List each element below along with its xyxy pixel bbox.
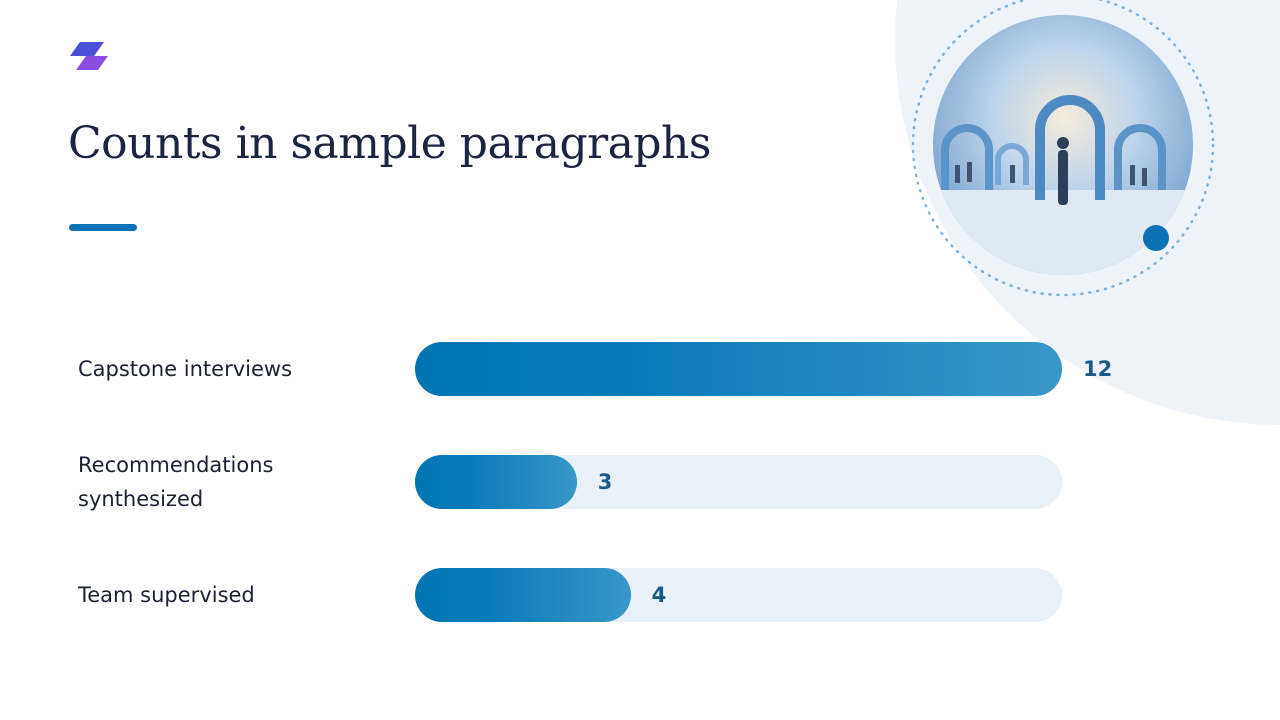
value-label: 3 — [597, 470, 613, 494]
dot — [1143, 225, 1169, 251]
dotted-ring — [911, 0, 1215, 297]
value-label: 12 — [1083, 357, 1113, 381]
value-label: 4 — [651, 583, 667, 607]
bar — [415, 568, 631, 622]
logo — [70, 42, 108, 70]
bar — [415, 455, 577, 509]
category-label: Capstone interviews — [78, 357, 293, 381]
bar — [415, 342, 1062, 396]
chart-title: Counts in sample paragraphs — [68, 118, 711, 169]
accent-line — [69, 224, 137, 231]
category-label: Recommendations synthesized — [78, 453, 274, 511]
category-label: Team supervised — [78, 583, 255, 607]
illustration — [933, 15, 1193, 275]
